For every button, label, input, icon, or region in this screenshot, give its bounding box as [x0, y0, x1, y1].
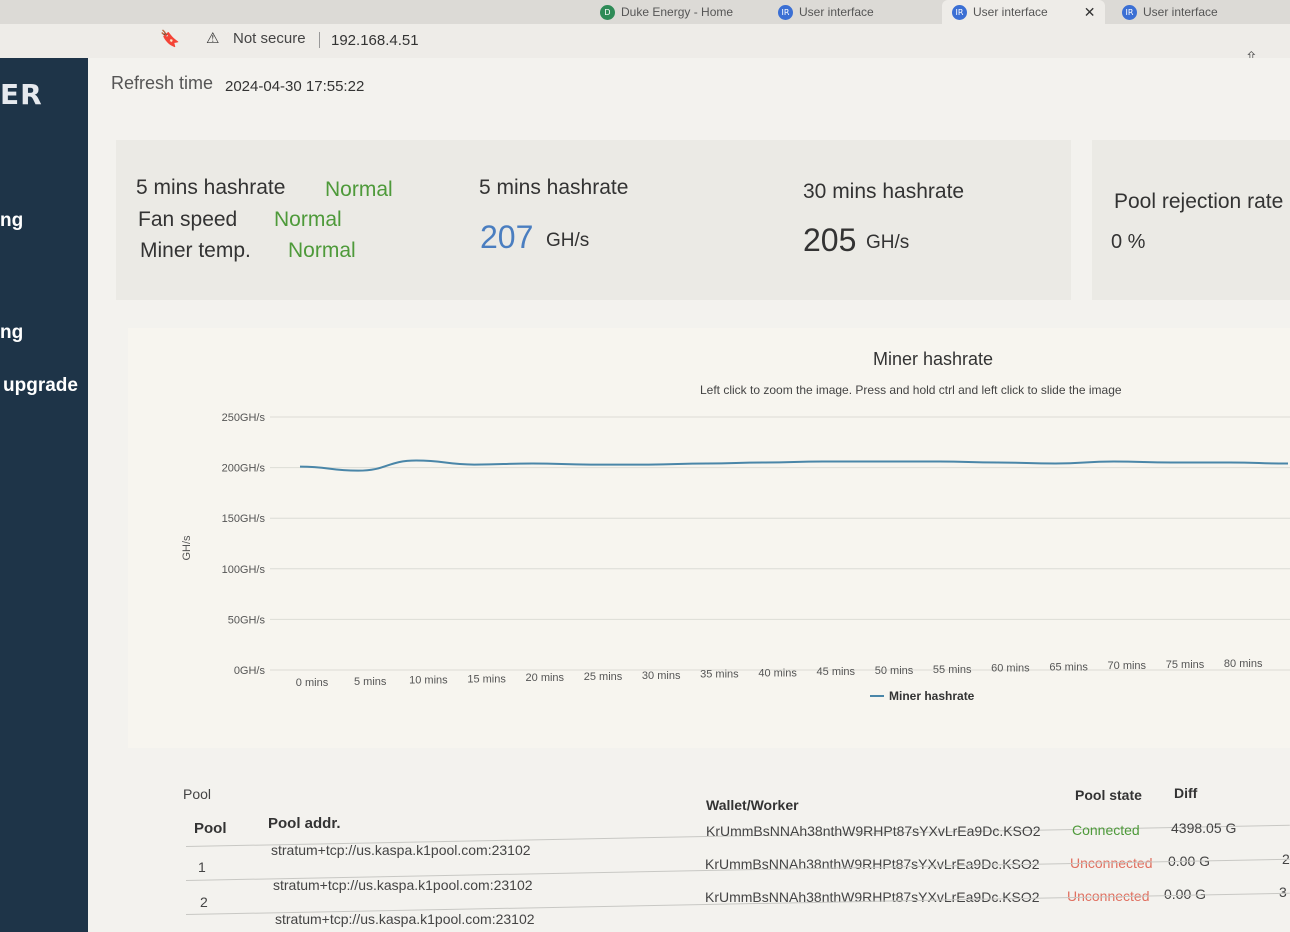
kpi-30min-title: 30 mins hashrate — [803, 180, 965, 203]
url-field[interactable]: 192.168.4.51 — [331, 32, 419, 49]
sidebar-item-upgrade[interactable]: upgrade — [3, 375, 78, 396]
status-value-temp: Normal — [288, 239, 356, 262]
kpi-5min-unit: GH/s — [546, 230, 590, 251]
sidebar-item-2[interactable]: ng — [0, 322, 24, 343]
row2-wallet: KrUmmBsNNAh38nthW9RHPt87sYXvLrEa9Dc.KSO2 — [705, 889, 1040, 905]
kpi-rejection-value: 0 % — [1111, 231, 1146, 253]
x-tick-label: 25 mins — [584, 671, 623, 683]
kpi-rejection-title: Pool rejection rate — [1114, 190, 1284, 213]
brand-logo: ER — [0, 78, 43, 111]
y-tick-label: 150GH/s — [222, 513, 266, 525]
tab-user-interface-3[interactable]: IR User interface — [1122, 0, 1218, 24]
chart-hint: Left click to zoom the image. Press and … — [700, 383, 1122, 397]
row2-addr: stratum+tcp://us.kaspa.k1pool.com:23102 — [273, 877, 533, 893]
address-bar: 🔖 ⚠ Not secure 192.168.4.51 ⇪ — [0, 24, 1290, 67]
x-tick-label: 15 mins — [467, 673, 506, 685]
bookmark-icon[interactable]: 🔖 — [160, 31, 180, 48]
tab-duke-energy[interactable]: D Duke Energy - Home — [600, 0, 733, 24]
kpi-30min-value: 205 — [803, 222, 857, 258]
chart-title: Miner hashrate — [873, 349, 994, 369]
col-header-wallet: Wallet/Worker — [706, 797, 799, 813]
tab-label: User interface — [799, 5, 874, 19]
tab-label: Duke Energy - Home — [621, 5, 734, 19]
summary-card — [116, 140, 1071, 300]
x-tick-label: 75 mins — [1166, 659, 1205, 671]
x-tick-label: 35 mins — [700, 669, 739, 681]
tab-label: User interface — [973, 5, 1048, 19]
row0-state: Connected — [1072, 822, 1140, 838]
row2-pool: 2 — [200, 894, 208, 910]
col-header-addr: Pool addr. — [268, 815, 341, 832]
kpi-30min-unit: GH/s — [866, 232, 910, 253]
x-tick-label: 45 mins — [817, 666, 856, 678]
refresh-label: Refresh time — [111, 73, 214, 93]
pool-section-label: Pool — [183, 786, 212, 802]
x-tick-label: 40 mins — [758, 667, 797, 679]
status-label-temp: Miner temp. — [140, 239, 251, 262]
y-tick-label: 200GH/s — [222, 463, 266, 475]
y-tick-label: 250GH/s — [222, 412, 266, 424]
kpi-5min-value: 207 — [480, 219, 534, 255]
status-value-hashrate: Normal — [325, 178, 393, 201]
series-line — [299, 459, 1289, 472]
ui-favicon-icon: IR — [952, 4, 967, 20]
sidebar-item-1[interactable]: ng — [0, 210, 24, 231]
ui-favicon-icon: IR — [778, 4, 793, 20]
hashrate-chart-card — [128, 328, 1290, 748]
refresh-time: 2024-04-30 17:55:22 — [225, 78, 365, 95]
legend-label: Miner hashrate — [889, 689, 975, 703]
divider — [319, 32, 320, 48]
status-label-hashrate: 5 mins hashrate — [136, 176, 286, 199]
col-header-diff: Diff — [1174, 785, 1198, 801]
row1-addr: stratum+tcp://us.kaspa.k1pool.com:23102 — [271, 842, 531, 858]
close-tab-icon[interactable]: ✕ — [1083, 3, 1096, 20]
x-tick-label: 20 mins — [526, 672, 565, 684]
warning-icon[interactable]: ⚠ — [206, 30, 220, 47]
ui-favicon-icon: IR — [1122, 4, 1137, 20]
x-tick-label: 70 mins — [1108, 660, 1147, 672]
browser-tab-strip: D Duke Energy - Home IR User interface I… — [0, 0, 1290, 24]
row0-diff: 4398.05 G — [1171, 820, 1237, 836]
status-value-fan: Normal — [274, 208, 342, 231]
duke-favicon-icon: D — [600, 4, 615, 20]
x-tick-label: 0 mins — [296, 677, 329, 689]
x-tick-label: 55 mins — [933, 664, 972, 676]
x-tick-label: 10 mins — [409, 675, 448, 687]
y-tick-label: 100GH/s — [222, 564, 266, 576]
tab-user-interface-active[interactable]: IR User interface ✕ — [942, 0, 1106, 24]
x-tick-label: 80 mins — [1224, 658, 1263, 670]
x-tick-label: 65 mins — [1049, 661, 1088, 673]
x-tick-label: 5 mins — [354, 676, 387, 688]
tab-label: User interface — [1143, 5, 1218, 19]
row2-extra: 3 — [1279, 884, 1287, 900]
x-tick-label: 60 mins — [991, 663, 1030, 675]
x-tick-label: 30 mins — [642, 670, 681, 682]
security-label[interactable]: Not secure — [233, 30, 306, 47]
tab-user-interface-1[interactable]: IR User interface — [778, 0, 874, 24]
y-tick-label: 50GH/s — [228, 614, 266, 626]
row1-pool: 1 — [198, 859, 206, 875]
col-header-pool: Pool — [194, 820, 227, 837]
col-header-state: Pool state — [1075, 787, 1142, 803]
rejection-card — [1092, 140, 1290, 300]
row3-addr: stratum+tcp://us.kaspa.k1pool.com:23102 — [275, 911, 535, 927]
kpi-5min-title: 5 mins hashrate — [479, 176, 629, 199]
y-tick-label: 0GH/s — [234, 665, 266, 677]
status-label-fan: Fan speed — [138, 208, 238, 231]
row0-wallet: KrUmmBsNNAh38nthW9RHPt87sYXvLrEa9Dc.KSO2 — [706, 823, 1041, 839]
y-axis-label: GH/s — [181, 535, 193, 561]
x-tick-label: 50 mins — [875, 665, 914, 677]
